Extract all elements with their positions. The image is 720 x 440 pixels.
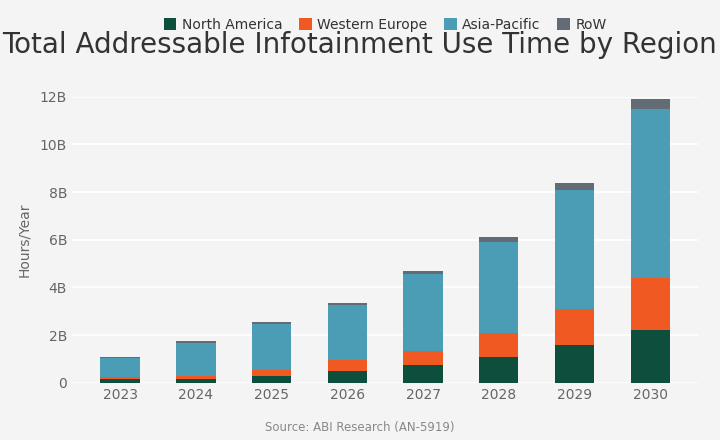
Bar (479, 242, 518, 333)
Text: Total Addressable Infotainment Use Time by Region: Total Addressable Infotainment Use Time … (3, 31, 717, 59)
Bar (403, 365, 443, 383)
Bar (479, 333, 518, 356)
Bar (555, 309, 594, 345)
Bar (403, 271, 443, 275)
Bar (328, 371, 367, 383)
Bar (328, 360, 367, 371)
Bar (101, 356, 140, 358)
Bar (252, 370, 292, 376)
Bar (631, 109, 670, 278)
Bar (176, 376, 215, 379)
Bar (403, 351, 443, 365)
Legend: North America, Western Europe, Asia-Pacific, RoW: North America, Western Europe, Asia-Paci… (158, 12, 612, 37)
Bar (101, 379, 140, 383)
Bar (176, 379, 215, 383)
Bar (176, 341, 215, 344)
Bar (631, 278, 670, 330)
Bar (252, 376, 292, 383)
Bar (176, 344, 215, 376)
Bar (101, 377, 140, 379)
Text: Source: ABI Research (AN-5919): Source: ABI Research (AN-5919) (265, 421, 455, 434)
Bar (555, 183, 594, 190)
Bar (555, 345, 594, 383)
Bar (101, 358, 140, 377)
Bar (252, 322, 292, 324)
Bar (631, 330, 670, 383)
Bar (479, 238, 518, 242)
Bar (631, 99, 670, 109)
Bar (328, 305, 367, 360)
Y-axis label: Hours/Year: Hours/Year (17, 202, 32, 277)
Bar (328, 303, 367, 305)
Bar (479, 356, 518, 383)
Bar (252, 324, 292, 370)
Bar (555, 190, 594, 309)
Bar (403, 275, 443, 351)
